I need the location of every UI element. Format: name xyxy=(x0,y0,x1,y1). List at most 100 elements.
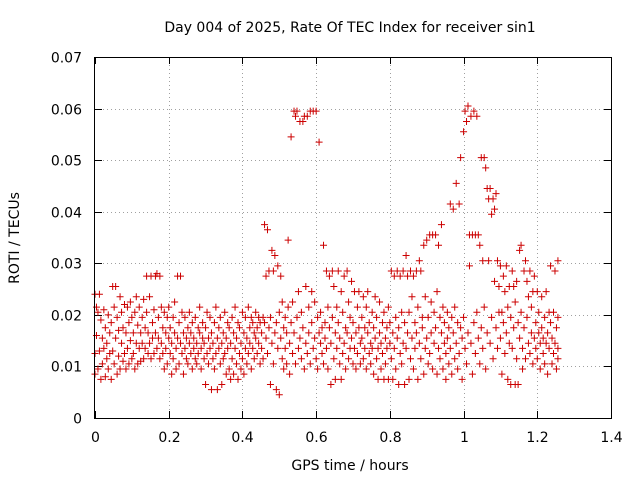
data-point-marker xyxy=(433,370,441,378)
data-point-marker xyxy=(415,339,423,347)
data-point-marker xyxy=(191,355,199,363)
data-point-marker xyxy=(491,277,499,285)
data-point-marker xyxy=(261,221,269,229)
data-point-marker xyxy=(353,350,361,358)
y-axis-label: ROTI / TECUs xyxy=(7,192,23,284)
data-point-marker xyxy=(389,329,397,337)
data-point-marker xyxy=(128,313,136,321)
data-point-marker xyxy=(461,344,469,352)
y-tick-label: 0.03 xyxy=(51,257,82,273)
data-point-marker xyxy=(123,344,131,352)
data-point-marker xyxy=(457,324,465,332)
data-point-marker xyxy=(97,316,105,324)
data-point-marker xyxy=(389,375,397,383)
data-point-marker xyxy=(271,329,279,337)
data-point-marker xyxy=(287,319,295,327)
data-point-marker xyxy=(505,339,513,347)
data-point-marker xyxy=(171,329,179,337)
data-point-marker xyxy=(292,360,300,368)
data-point-marker xyxy=(414,303,422,311)
data-point-marker xyxy=(454,365,462,373)
data-point-marker xyxy=(435,344,443,352)
data-point-marker xyxy=(303,112,311,120)
data-point-marker xyxy=(115,326,123,334)
data-point-marker xyxy=(532,344,540,352)
x-axis-label: GPS time / hours xyxy=(291,458,408,474)
data-point-marker xyxy=(169,355,177,363)
data-point-marker xyxy=(194,324,202,332)
data-point-marker xyxy=(230,370,238,378)
data-point-marker xyxy=(523,277,531,285)
data-point-marker xyxy=(390,272,398,280)
data-point-marker xyxy=(131,365,139,373)
data-point-marker xyxy=(489,355,497,363)
data-point-marker xyxy=(529,360,537,368)
data-point-marker xyxy=(342,324,350,332)
data-point-marker xyxy=(283,360,291,368)
data-point-marker xyxy=(305,329,313,337)
data-point-marker xyxy=(289,298,297,306)
data-point-marker xyxy=(252,308,260,316)
data-point-marker xyxy=(337,375,345,383)
data-point-marker xyxy=(272,319,280,327)
data-point-marker xyxy=(406,355,414,363)
data-point-marker xyxy=(275,308,283,316)
data-point-marker xyxy=(265,324,273,332)
data-point-marker xyxy=(328,267,336,275)
data-point-marker xyxy=(314,313,322,321)
data-point-marker xyxy=(182,355,190,363)
data-point-marker xyxy=(147,355,155,363)
data-point-marker xyxy=(404,272,412,280)
data-point-marker xyxy=(125,319,133,327)
data-point-marker xyxy=(408,334,416,342)
data-point-marker xyxy=(324,303,332,311)
data-point-marker xyxy=(353,303,361,311)
data-point-marker xyxy=(179,329,187,337)
data-point-marker xyxy=(272,386,280,394)
y-tick-label: 0 xyxy=(73,412,82,428)
data-point-marker xyxy=(493,257,501,265)
data-point-marker xyxy=(409,272,417,280)
data-point-marker xyxy=(203,308,211,316)
data-point-marker xyxy=(175,360,183,368)
data-point-marker xyxy=(104,311,112,319)
data-point-marker xyxy=(178,308,186,316)
data-point-marker xyxy=(358,313,366,321)
data-point-marker xyxy=(237,339,245,347)
data-point-marker xyxy=(548,360,556,368)
data-point-marker xyxy=(123,303,131,311)
data-point-marker xyxy=(328,313,336,321)
data-point-marker xyxy=(492,190,500,198)
y-tick-label: 0.05 xyxy=(51,154,82,170)
data-point-marker xyxy=(219,355,227,363)
y-tick-label: 0.06 xyxy=(51,103,82,119)
data-point-marker xyxy=(468,370,476,378)
data-point-marker xyxy=(519,344,527,352)
data-point-marker xyxy=(159,350,167,358)
data-point-marker xyxy=(190,344,198,352)
data-point-marker xyxy=(501,350,509,358)
data-point-marker xyxy=(258,344,266,352)
data-point-marker xyxy=(539,350,547,358)
data-point-marker xyxy=(302,339,310,347)
data-point-marker xyxy=(535,329,543,337)
data-point-marker xyxy=(524,293,532,301)
data-point-marker xyxy=(153,344,161,352)
x-tick-labels: 0 0.2 0.4 0.6 0.8 1 1.2 1.4 xyxy=(91,430,623,446)
data-point-marker xyxy=(184,324,192,332)
data-point-marker xyxy=(249,344,257,352)
data-point-marker xyxy=(135,303,143,311)
data-point-marker xyxy=(216,313,224,321)
data-point-marker xyxy=(362,303,370,311)
x-tick-label: 1.2 xyxy=(526,430,548,446)
data-point-marker xyxy=(404,329,412,337)
data-point-marker xyxy=(367,339,375,347)
data-point-marker xyxy=(325,272,333,280)
data-point-marker xyxy=(321,334,329,342)
data-point-marker xyxy=(352,329,360,337)
data-point-marker xyxy=(169,313,177,321)
data-point-marker xyxy=(398,308,406,316)
data-point-marker xyxy=(362,365,370,373)
data-point-marker xyxy=(132,293,140,301)
data-point-marker xyxy=(445,360,453,368)
